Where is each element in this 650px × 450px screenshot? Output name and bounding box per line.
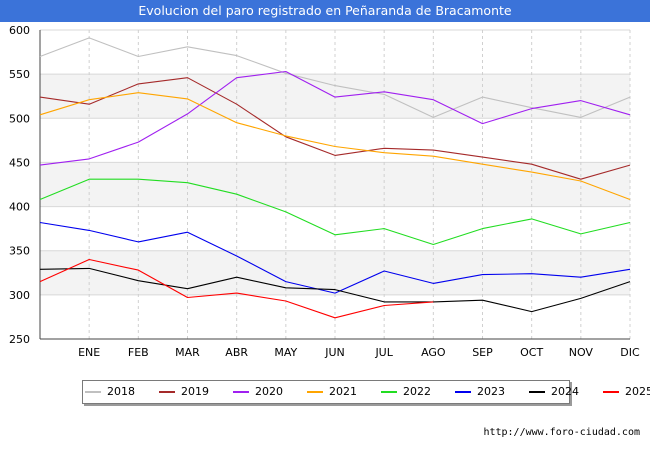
- y-tick-label: 300: [9, 289, 30, 302]
- legend-swatch: [603, 391, 619, 393]
- legend-swatch: [159, 391, 175, 393]
- x-tick-label: NOV: [569, 346, 594, 359]
- series-line-2021: [39, 92, 631, 201]
- legend-swatch: [529, 391, 545, 393]
- legend-label: 2018: [107, 385, 135, 398]
- legend-swatch: [233, 391, 249, 393]
- x-tick-label: ENE: [78, 346, 100, 359]
- series-line-2023: [39, 221, 631, 294]
- y-tick-label: 450: [9, 156, 30, 169]
- chart-title: Evolucion del paro registrado en Peñaran…: [138, 3, 512, 18]
- x-tick-label: MAY: [274, 346, 297, 359]
- legend-label: 2025: [625, 385, 650, 398]
- y-tick-label: 350: [9, 245, 30, 258]
- x-tick-label: AGO: [421, 346, 446, 359]
- x-tick-label: JUL: [374, 346, 393, 359]
- series-line-2022: [39, 178, 631, 246]
- y-tick-label: 600: [9, 24, 30, 37]
- x-tick-label: OCT: [520, 346, 543, 359]
- x-tick-label: FEB: [128, 346, 149, 359]
- legend-label: 2022: [403, 385, 431, 398]
- y-tick-label: 500: [9, 112, 30, 125]
- source-url: http://www.foro-ciudad.com: [483, 427, 640, 438]
- title-bar: [0, 0, 650, 22]
- legend-label: 2024: [551, 385, 579, 398]
- x-tick-label: JUN: [324, 346, 345, 359]
- series-line-2018: [39, 37, 631, 118]
- legend-label: 2020: [255, 385, 283, 398]
- x-tick-label: MAR: [175, 346, 200, 359]
- y-tick-label: 250: [9, 333, 30, 346]
- x-tick-label: SEP: [472, 346, 493, 359]
- y-tick-label: 400: [9, 201, 30, 214]
- y-tick-label: 550: [9, 68, 30, 81]
- series-line-2019: [39, 77, 631, 180]
- series-line-2024: [39, 267, 631, 313]
- legend-swatch: [381, 391, 397, 393]
- legend-swatch: [85, 391, 101, 393]
- series-line-2025: [39, 258, 434, 319]
- series-line-2020: [39, 70, 631, 166]
- x-tick-label: DIC: [620, 346, 640, 359]
- legend-label: 2021: [329, 385, 357, 398]
- legend-swatch: [455, 391, 471, 393]
- legend: 2018 2019 2020 2021 2022 2023 2024 2025: [82, 380, 650, 404]
- x-tick-label: ABR: [225, 346, 248, 359]
- legend-swatch: [307, 391, 323, 393]
- legend-label: 2019: [181, 385, 209, 398]
- legend-label: 2023: [477, 385, 505, 398]
